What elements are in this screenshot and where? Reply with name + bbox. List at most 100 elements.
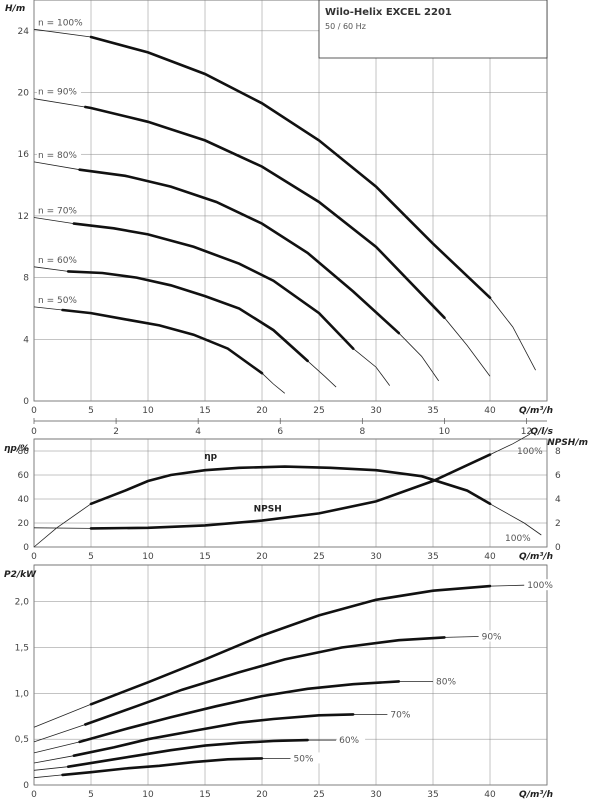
eff-y-tick: 60 [18,471,30,481]
eff-y-tick: 20 [18,519,30,529]
head-y-tick: 0 [23,397,29,407]
head-x-tick: 25 [313,406,324,416]
eff-x-tick: 25 [313,552,324,562]
head-x-tick: 15 [199,406,210,416]
power-curve-thin [33,636,479,743]
power-y-tick: 1,0 [15,689,30,699]
eff-y-tick: 40 [18,495,30,505]
head-x-tick: 20 [256,406,268,416]
eta-label: ηp [204,452,217,462]
head-curve-label: n = 70% [38,206,77,216]
lps-axis-label: Q/l/s [530,427,553,437]
power-curve-label: 80% [436,677,456,687]
eff-x-tick: 30 [370,552,382,562]
lps-tick: 2 [113,427,119,437]
head-curve-operating [84,105,446,319]
power-x-tick: 5 [88,790,94,800]
eff-y-tick: 0 [23,543,29,553]
eff-x-label: Q/m³/h [519,552,553,562]
head-curve-label: n = 50% [38,296,77,306]
power-label-bg [337,734,366,746]
power-y-tick: 1,5 [15,644,29,654]
npsh-y-tick: 0 [555,543,561,553]
head-curve-operating [61,308,264,375]
lps-tick: 6 [277,427,283,437]
eff-x-tick: 40 [484,552,496,562]
head-y-tick: 12 [18,212,29,222]
power-x-tick: 30 [370,790,382,800]
lps-tick: 8 [359,427,365,437]
head-label-bg [37,149,81,160]
power-x-tick: 40 [484,790,496,800]
power-curve-label: 100% [527,581,553,591]
power-curve-label: 50% [294,754,314,764]
power-curve-operating [66,738,309,768]
lps-tick: 0 [31,427,37,437]
lps-tick: 4 [195,427,201,437]
power-y-label: P2/kW [4,570,37,580]
power-curve-label: 70% [390,710,410,720]
power-label-bg [434,675,462,687]
chart-subtitle: 50 / 60 Hz [325,22,366,31]
eff-curve-operating [89,453,492,530]
head-x-tick: 40 [484,406,496,416]
eta-end-label: 100% [505,534,531,544]
head-y-tick: 20 [18,89,30,99]
power-curve-operating [84,636,446,726]
eff-x-tick: 20 [256,552,268,562]
head-x-label: Q/m³/h [519,406,553,416]
head-curve-thin [33,266,337,388]
head-x-tick: 30 [370,406,382,416]
title-box [318,0,548,59]
head-label-bg [37,205,81,216]
power-curve-thin [33,584,525,728]
power-x-tick: 0 [31,790,37,800]
head-frame [33,0,548,402]
head-curve-thin [33,217,391,386]
power-curve-operating [72,713,355,757]
head-curve-thin [33,306,286,394]
power-label-bg [479,630,508,642]
head-x-tick: 0 [31,406,37,416]
power-curve-operating [89,584,492,706]
power-x-tick: 10 [142,790,154,800]
eff-x-tick: 0 [31,552,37,562]
head-y-tick: 16 [18,150,30,160]
power-y-tick: 2,0 [15,598,30,608]
eff-curve-thin [33,466,542,548]
eff-y-tick: 80 [18,447,30,457]
power-curve-operating [78,680,401,744]
head-curve-operating [78,168,401,335]
lps-tick: 10 [439,427,451,437]
head-curve-thin [33,28,536,371]
head-curve-label: n = 80% [38,151,77,161]
power-x-tick: 15 [199,790,210,800]
head-x-tick: 35 [427,406,438,416]
power-curve-operating [61,757,264,777]
lps-tick: 12 [521,427,532,437]
power-curve-label: 60% [339,736,359,746]
npsh-label: NPSH [254,505,282,515]
power-label-bg [291,752,320,764]
head-curve-label: n = 60% [38,256,77,266]
power-frame [33,564,548,786]
power-x-label: Q/m³/h [519,790,553,800]
head-curve-label: n = 90% [38,88,77,98]
eff-curve-operating [89,465,492,506]
head-y-label: H/m [5,4,25,14]
eff-y-label: ηp/% [4,444,29,454]
npsh-y-tick: 8 [555,447,561,457]
head-x-tick: 5 [88,406,94,416]
npsh-end-label: 100% [517,447,543,457]
head-y-tick: 4 [23,335,29,345]
head-curve-operating [72,222,355,350]
head-label-bg [37,17,81,28]
power-curve-label: 90% [482,633,502,643]
chart-title: Wilo-Helix EXCEL 2201 [325,7,452,18]
power-y-tick: 0,5 [15,735,29,745]
eff-x-tick: 35 [427,552,438,562]
npsh-y-tick: 2 [555,519,561,529]
power-x-tick: 35 [427,790,438,800]
npsh-y-tick: 4 [555,495,561,505]
